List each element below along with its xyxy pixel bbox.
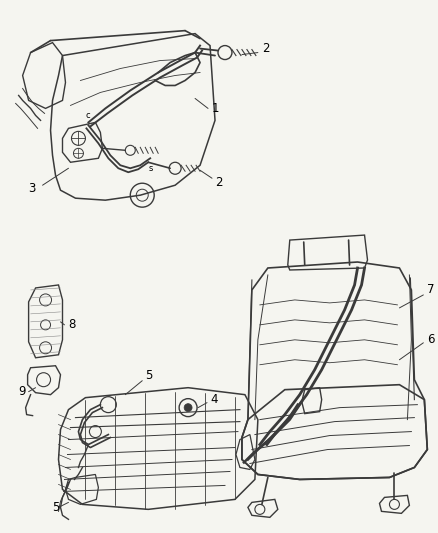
Circle shape [184,403,192,411]
Text: 7: 7 [427,284,435,296]
Text: c: c [85,111,90,120]
Text: 6: 6 [427,333,435,346]
Text: s: s [148,164,152,173]
Text: 4: 4 [210,393,218,406]
Text: 2: 2 [215,176,223,189]
Text: 8: 8 [68,318,76,332]
Text: 3: 3 [28,182,36,195]
Text: 2: 2 [262,42,269,55]
Text: 1: 1 [212,102,219,115]
Text: 5: 5 [145,369,152,382]
Text: 5: 5 [53,501,60,514]
Text: 9: 9 [19,385,26,398]
